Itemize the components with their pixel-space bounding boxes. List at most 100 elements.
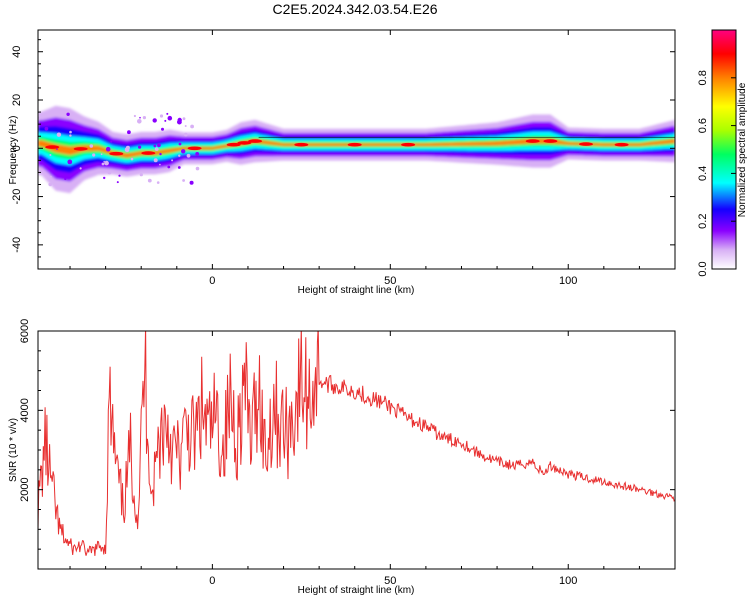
- spectrogram-hot-spot: [45, 145, 60, 149]
- spectrogram-speckle-dot: [127, 130, 131, 135]
- spectrogram-y-tick-label: -20: [11, 189, 23, 205]
- snr-line: [38, 331, 675, 556]
- spectrogram-speckle-dot: [56, 132, 62, 137]
- spectrogram-speckle-dot: [133, 114, 136, 118]
- spectrogram-speckle-dot: [177, 119, 182, 125]
- spectrogram-speckle-dot: [189, 180, 194, 185]
- spectrogram-speckle-dot: [182, 179, 186, 182]
- colorbar-tick-label: 0.4: [697, 166, 709, 181]
- spectrogram-speckle-dot: [100, 153, 103, 156]
- spectrogram-hot-spots: [45, 139, 629, 156]
- snr-y-label: SNR (10 * v/v): [8, 418, 19, 482]
- spectrogram-speckle-dot: [154, 147, 159, 151]
- spectrogram-speckle-dot: [182, 117, 186, 121]
- spectrogram-speckle-dot: [164, 119, 167, 122]
- spectrogram-speckle-dot: [56, 148, 58, 150]
- snr-y-tick-label: 4000: [19, 398, 31, 422]
- spectrogram-hot-spot: [347, 142, 362, 147]
- spectrogram-speckle-dot: [190, 124, 195, 129]
- spectrogram-speckle-dot: [167, 165, 171, 169]
- spectrogram-speckle-dot: [69, 134, 72, 137]
- colorbar-ticks: 0.0 0.2 0.4 0.6 0.8: [697, 70, 736, 277]
- spectrogram-speckle-dot: [142, 116, 146, 120]
- spectrogram-speckle-dot: [137, 119, 142, 124]
- snr-plot-area: [38, 331, 675, 556]
- spectrogram-speckle-dot: [50, 175, 52, 178]
- spectrogram-speckle-dot: [181, 149, 186, 154]
- spectrogram-hot-spot: [73, 147, 88, 151]
- spectrogram-hot-spot: [248, 139, 263, 143]
- spectrogram-speckle-dot: [130, 157, 134, 161]
- spectrogram-plot-area: [38, 105, 675, 194]
- spectrogram-speckle-dot: [156, 181, 160, 184]
- spectrogram-speckle-dot: [159, 152, 162, 156]
- spectrogram-speckle-dot: [67, 159, 73, 165]
- spectrogram-speckle-dot: [159, 114, 164, 118]
- spectrogram-speckle-dot: [116, 181, 119, 184]
- colorbar-gradient: [712, 30, 736, 269]
- spectrogram-speckle-dot: [166, 112, 169, 115]
- spectrogram-hot-spot: [614, 142, 629, 147]
- spectrogram-speckle-dot: [79, 167, 82, 170]
- spectrogram-hot-spot: [237, 141, 252, 145]
- spectrogram-speckle-dot: [177, 166, 181, 169]
- spectrogram-speckle-dot: [138, 145, 142, 149]
- spectrogram-speckle-dot: [89, 144, 94, 148]
- spectrogram-speckle-dot: [104, 160, 109, 166]
- spectrogram-speckle-dot: [153, 158, 158, 163]
- colorbar: 0.0 0.2 0.4 0.6 0.8 Normalized spectral ampl…: [697, 29, 748, 277]
- spectrogram-speckle-dot: [184, 125, 187, 127]
- spectrogram-speckle-dot: [66, 112, 70, 117]
- snr-x-tick-label: 100: [559, 575, 577, 587]
- spectrogram-speckle-dot: [178, 154, 181, 157]
- colorbar-tick-label: 0.6: [697, 118, 709, 133]
- spectrogram-speckle-dot: [195, 152, 200, 156]
- spectrogram-hot-spot: [141, 151, 156, 155]
- figure-title: C2E5.2024.342.03.54.E26: [272, 1, 437, 17]
- spectrogram-y-tick-label: 40: [11, 46, 23, 58]
- spectrogram-hot-spot: [294, 142, 309, 147]
- spectrogram-hot-spot: [226, 142, 241, 147]
- spectrogram-speckle-dot: [184, 132, 188, 137]
- colorbar-frame: [711, 29, 737, 270]
- spectrogram-hot-spot: [543, 139, 558, 143]
- spectrogram-speckle-dot: [157, 143, 161, 148]
- spectrogram-speckle-dot: [152, 118, 157, 123]
- snr-ticks: 0 50 100 2000 4000 6000: [19, 319, 676, 587]
- colorbar-label: Normalized spectral amplitude: [737, 82, 748, 217]
- spectrogram-ticks: 0 50 100 -40 -20 0 20 40: [11, 30, 676, 287]
- spectrogram-speckle-dot: [44, 126, 49, 131]
- spectrogram-hot-spot: [109, 151, 124, 156]
- spectrogram-speckle-dot: [139, 173, 143, 177]
- spectrogram-speckle-dot: [69, 130, 72, 134]
- spectrogram-hot-spot: [401, 142, 416, 147]
- snr-y-tick-label: 2000: [19, 477, 31, 501]
- spectrogram-y-tick-label: -40: [11, 237, 23, 253]
- spectrogram-speckle: [38, 112, 200, 187]
- spectrogram-speckle-dot: [171, 159, 174, 162]
- spectrogram-speckle-dot: [159, 163, 161, 166]
- spectrogram-band-core: [38, 138, 675, 158]
- spectrogram-speckle-dot: [64, 177, 67, 181]
- colorbar-tick-label: 0.0: [697, 261, 709, 276]
- spectrogram-y-tick-label: 20: [11, 94, 23, 106]
- spectrogram-speckle-dot: [48, 182, 52, 187]
- spectrogram-speckle-dot: [103, 160, 105, 163]
- spectrogram-speckle-dot: [110, 140, 113, 143]
- spectrogram-y-tick-label: 0: [11, 145, 23, 151]
- spectrogram-speckle-dot: [178, 142, 182, 146]
- spectrogram-speckle-dot: [107, 170, 112, 175]
- colorbar-tick-label: 0.2: [697, 214, 709, 229]
- spectrogram-speckle-dot: [139, 116, 141, 119]
- spectrogram-x-tick-label: 0: [209, 275, 215, 287]
- spectrogram-speckle-dot: [186, 153, 191, 158]
- snr-x-tick-label: 0: [209, 575, 215, 587]
- spectrogram-hot-spot: [579, 142, 593, 146]
- snr-x-label: Height of straight line (km): [298, 585, 415, 596]
- snr-y-tick-label: 6000: [19, 319, 31, 343]
- spectrogram-panel: 0 50 100 -40 -20 0 20 40 Height of straight lin…: [8, 29, 676, 296]
- spectrogram-speckle-dot: [49, 154, 52, 156]
- spectrogram-hot-spot: [187, 146, 202, 151]
- spectrogram-y-label: Frequency (Hz): [8, 116, 19, 185]
